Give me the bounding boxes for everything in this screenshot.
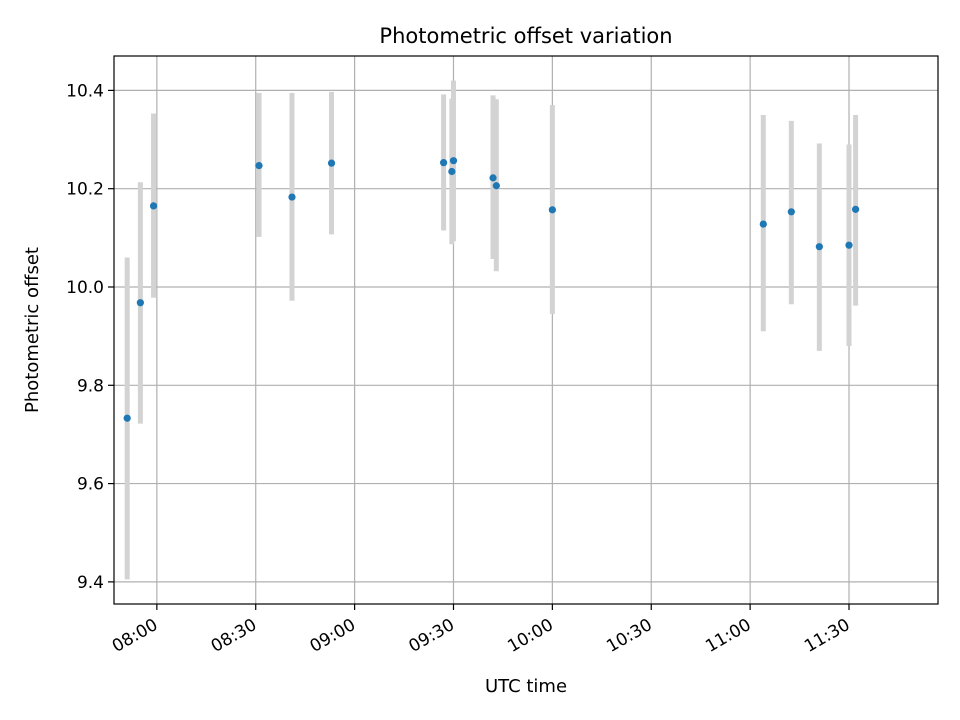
y-tick-label: 9.4 [77,573,104,593]
data-points [123,157,860,422]
y-tick-label: 10.2 [66,180,104,200]
data-point [787,208,795,216]
data-point [255,162,263,170]
data-point [852,205,860,213]
y-axis-label: Photometric offset [22,247,43,413]
data-point [492,182,500,190]
data-point [440,159,448,167]
data-point [448,167,456,176]
data-point [288,193,296,201]
data-point [845,241,853,249]
data-point [136,299,144,307]
y-tick-label: 9.8 [77,376,104,396]
x-axis-label: UTC time [485,676,567,697]
data-point [759,220,767,228]
data-point [548,206,556,214]
chart-title: Photometric offset variation [379,24,672,48]
y-tick-label: 9.6 [77,475,104,495]
data-point [327,159,336,167]
data-point [449,157,458,165]
grid [114,56,938,604]
data-point [815,243,823,251]
data-point [149,202,158,210]
data-point [489,174,497,182]
y-tick-label: 10.4 [66,81,104,101]
data-point [123,414,131,422]
plot-frame [113,55,939,605]
y-tick-label: 10.0 [66,278,104,298]
y-axis: 9.4 9.6 9.8 10.0 10.2 10.4 [66,81,114,593]
